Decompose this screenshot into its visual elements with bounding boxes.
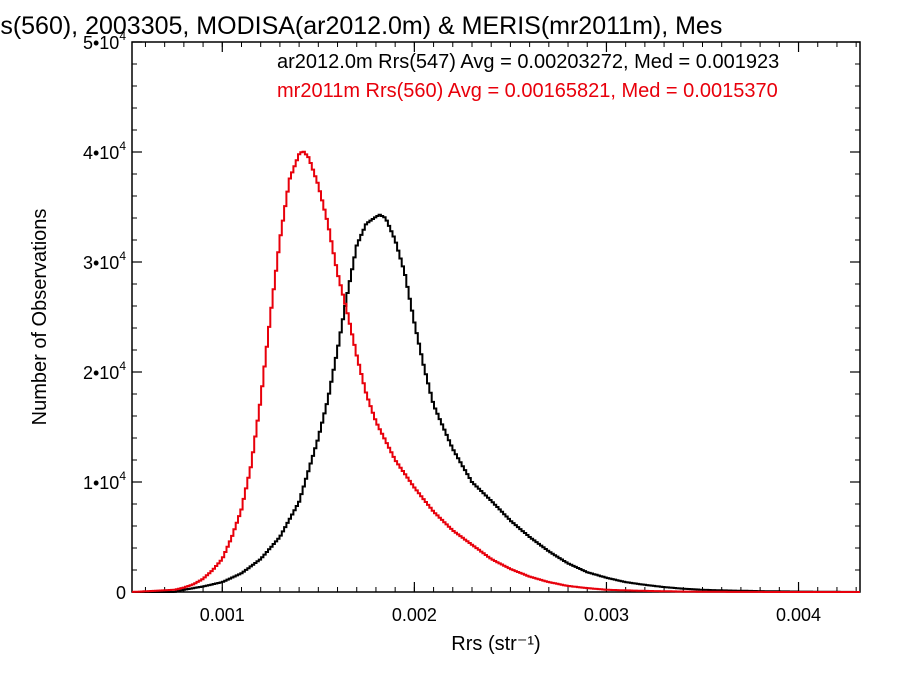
annotation-mr2011-stats: mr2011m Rrs(560) Avg = 0.00165821, Med =…: [277, 80, 778, 102]
annotations: ar2012.0m Rrs(547) Avg = 0.00203272, Med…: [277, 51, 779, 102]
y-tick-base: 1•10: [83, 473, 119, 493]
y-tick-exponent: 4: [119, 469, 126, 483]
chart-title: rs(560), 2003305, MODISA(ar2012.0m) & ME…: [0, 12, 722, 40]
y-tick-base: 2•10: [83, 363, 119, 383]
plot-frame: [131, 41, 861, 593]
x-tick-label: 0.001: [200, 605, 245, 625]
y-tick-exponent: 4: [119, 139, 126, 153]
y-tick-base: 5•10: [83, 33, 119, 53]
y-tick-exponent: 4: [119, 359, 126, 373]
series-mr2011-histogram: [132, 150, 860, 593]
y-tick-base: 0: [116, 583, 126, 603]
x-tick-label: 0.004: [776, 605, 821, 625]
y-axis-label: Number of Observations: [29, 209, 51, 426]
axis-ticks: 0.001 0.002 0.003 0.00401•1042•1043•1044•10…: [83, 29, 860, 625]
y-tick-label: 0: [116, 583, 126, 603]
x-tick-label: 0.003: [584, 605, 629, 625]
y-tick-label: 4•104: [83, 139, 126, 163]
y-tick-exponent: 4: [119, 29, 126, 43]
y-tick-label: 1•104: [83, 469, 126, 493]
y-tick-base: 4•10: [83, 143, 119, 163]
y-tick-exponent: 4: [119, 249, 126, 263]
x-tick-label: 0.002: [392, 605, 437, 625]
y-tick-label: 5•104: [83, 29, 126, 53]
x-axis-label: Rrs (str⁻¹): [451, 633, 540, 655]
series-group: [132, 150, 860, 593]
y-tick-base: 3•10: [83, 253, 119, 273]
y-tick-label: 2•104: [83, 359, 126, 383]
series-ar2012-histogram: [132, 213, 860, 593]
y-tick-label: 3•104: [83, 249, 126, 273]
annotation-ar2012-stats: ar2012.0m Rrs(547) Avg = 0.00203272, Med…: [277, 51, 779, 73]
